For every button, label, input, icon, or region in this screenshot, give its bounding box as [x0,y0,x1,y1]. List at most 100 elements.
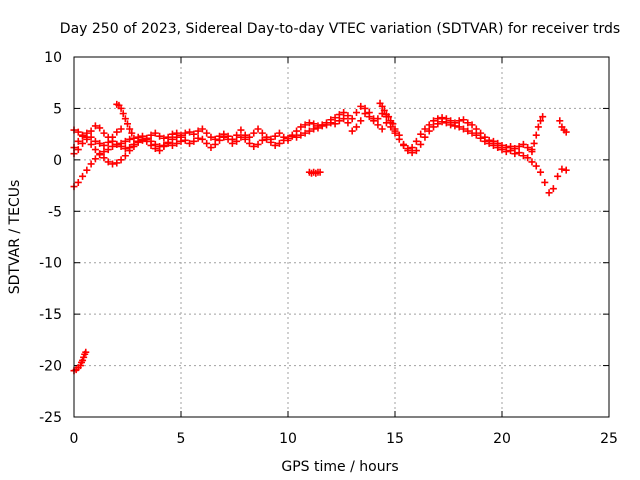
data-point [126,135,134,143]
data-point [455,117,463,125]
data-point [537,117,545,125]
data-point [530,139,538,147]
data-point [374,121,382,129]
data-point [186,139,194,147]
data-point [109,160,117,168]
data-point [79,172,87,180]
data-point [203,129,211,137]
data-point [126,125,134,133]
data-point [489,137,497,145]
data-point [130,134,138,142]
data-point [173,139,181,147]
data-point [190,130,198,138]
data-point [468,121,476,129]
data-point [237,126,245,134]
data-point [464,119,472,127]
data-point [519,152,527,160]
data-points [70,99,570,375]
data-point [477,129,485,137]
data-point [147,141,155,149]
data-point [96,151,104,159]
series-spike-2h [113,100,136,137]
data-point [186,128,194,136]
data-point [245,139,253,147]
data-point [96,124,104,132]
data-point [447,117,455,125]
data-point [83,129,91,137]
series-tail-22.8h [556,117,570,136]
data-point [82,348,90,356]
data-point [327,116,335,124]
data-point [250,129,258,137]
data-point [459,125,467,133]
data-point [117,142,125,150]
data-point [79,131,87,139]
data-point [541,178,549,186]
data-point [532,162,540,170]
data-point [417,140,425,148]
data-point [128,129,136,137]
data-point [545,189,553,197]
data-point [340,115,348,123]
series-spike-14h [376,99,399,133]
data-point [468,129,476,137]
data-point [104,146,112,154]
data-point [534,123,542,131]
data-point [511,145,519,153]
data-point [164,133,172,141]
data-point [220,130,228,138]
data-point [352,123,360,131]
data-point [216,132,224,140]
data-point [421,133,429,141]
data-point [113,140,121,148]
data-point [385,113,393,121]
y-tick-label: -20 [39,359,62,375]
data-point [293,127,301,135]
data-point [207,133,215,141]
data-point [117,104,125,112]
data-point [245,133,253,141]
data-point [515,149,523,157]
grid [74,57,609,417]
data-point [408,144,416,152]
data-point [181,136,189,144]
data-point [168,141,176,149]
data-point [451,119,459,127]
data-point [119,110,127,118]
data-point [297,131,305,139]
y-tick-label: -25 [39,410,62,426]
data-point [87,140,95,148]
data-point [211,135,219,143]
data-point [340,109,348,117]
data-point [250,142,258,150]
data-point [151,129,159,137]
series-segment-0h [70,348,90,375]
data-point [389,120,397,128]
data-point [263,133,271,141]
data-point [357,117,365,125]
data-point [412,137,420,145]
data-point [335,111,343,119]
data-point [472,131,480,139]
data-point [400,141,408,149]
data-point [271,141,279,149]
data-point [335,117,343,125]
data-point [318,121,326,129]
data-point [562,166,570,174]
data-point [181,129,189,137]
data-point [258,136,266,144]
data-point [173,129,181,137]
data-point [160,142,168,150]
series-isolated-11h [305,168,324,177]
y-tick-label: -15 [39,307,62,323]
data-point [425,121,433,129]
data-point [271,132,279,140]
data-point [156,132,164,140]
data-point [442,115,450,123]
data-point [267,135,275,143]
data-point [109,133,117,141]
data-point [275,129,283,137]
data-point [331,114,339,122]
data-point [323,119,331,127]
data-point [344,119,352,127]
